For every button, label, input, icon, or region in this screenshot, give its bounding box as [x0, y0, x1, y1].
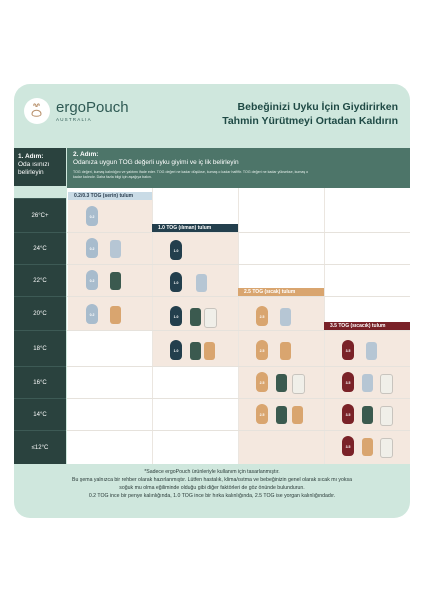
- grid-hline: [67, 232, 410, 233]
- grid-hline: [67, 430, 410, 431]
- step1-line2: belirleyin: [18, 169, 44, 176]
- footnote-line2: Bu şema yalnızca bir rehber olarak hazır…: [72, 477, 352, 483]
- temp-row-14: 14°C: [14, 398, 66, 430]
- step1-line1: Oda ısınızı: [18, 161, 50, 168]
- grid-vline: [152, 188, 153, 464]
- footnote-line3: soğuk mu olma eğiliminde olduğu gibi diğ…: [119, 485, 305, 491]
- band-label-02: 0.2/0.3 TOG (serin) tulum: [68, 192, 152, 200]
- onesie-icon: [366, 342, 377, 360]
- grid-hline: [67, 264, 410, 265]
- onesie-icon: [362, 406, 373, 424]
- onesie-icon: [280, 342, 291, 360]
- sleep-sack-1.0-icon: 1.0: [170, 306, 182, 326]
- onesie-icon: [276, 406, 287, 424]
- sleep-sack-2.5-icon: 2.5: [256, 340, 268, 360]
- sleep-sack-2.5-icon: 2.5: [256, 404, 268, 424]
- sack-label: 0.2: [89, 279, 95, 283]
- grid-hline: [67, 398, 410, 399]
- step1-title: 1. Adım:: [18, 153, 44, 160]
- sleep-sack-1.0-icon: 1.0: [170, 340, 182, 360]
- sleep-sack-0.2-icon: 0.2: [86, 238, 98, 258]
- band-label-35: 3.5 TOG (sıcacık) tulum: [324, 322, 410, 330]
- temp-row-22: 22°C: [14, 264, 66, 296]
- onesie-icon: [196, 274, 207, 292]
- bodysuit-icon: [292, 374, 305, 394]
- grid-vline: [238, 188, 239, 464]
- brand-bold: Pouch: [86, 99, 129, 116]
- onesie-icon: [190, 308, 201, 326]
- step1-header: 1. Adım: Oda ısınızı belirleyin: [14, 148, 66, 186]
- onesie-icon: [276, 374, 287, 392]
- sleep-sack-1.0-icon: 1.0: [170, 272, 182, 292]
- step2-desc1: TOG değeri, kumaş kalınlığını ve yalıtım…: [73, 170, 309, 174]
- grid-hline: [67, 296, 410, 297]
- sack-label: 1.0: [173, 281, 179, 285]
- bodysuit-icon: [110, 240, 121, 258]
- sack-label: 0.2: [89, 313, 95, 317]
- bodysuit-icon: [380, 438, 393, 458]
- grid-hline: [67, 366, 410, 367]
- temp-row-24: 24°C: [14, 232, 66, 264]
- sleep-sack-1.0-icon: 1.0: [170, 240, 182, 260]
- sack-label: 3.5: [345, 445, 351, 449]
- sleep-sack-0.2-icon: 0.2: [86, 270, 98, 290]
- step2-header: 2. Adım: Odanıza uygun TOG değerli uyku …: [67, 148, 410, 168]
- onesie-icon: [362, 438, 373, 456]
- step2-desc2: kadar kalındır. Daha fazla bilgi için aş…: [73, 174, 152, 179]
- temp-row-12: ≤12°C: [14, 430, 66, 464]
- brand-logo: ergoPouch AUSTRALIA: [24, 98, 129, 124]
- sack-label: 3.5: [345, 349, 351, 353]
- bodysuit-icon: [204, 308, 217, 328]
- onesie-icon: [190, 342, 201, 360]
- sleep-sack-0.2-icon: 0.2: [86, 206, 98, 226]
- temp-row-20: 20°C: [14, 296, 66, 330]
- brand-light: ergo: [56, 99, 87, 116]
- temp-row-18: 18°C: [14, 330, 66, 366]
- step2-title: 2. Adım:: [73, 151, 99, 158]
- bodysuit-icon: [380, 406, 393, 426]
- sack-label: 3.5: [345, 381, 351, 385]
- bodysuit-icon: [380, 374, 393, 394]
- sleep-sack-0.2-icon: 0.2: [86, 304, 98, 324]
- grid-hline: [67, 330, 410, 331]
- headline: Bebeğinizi Uyku İçin Giydirirken Tahmin …: [222, 100, 398, 128]
- headline-line2: Tahmin Yürütmeyi Ortadan Kaldırın: [222, 115, 398, 127]
- bodysuit-icon: [204, 342, 215, 360]
- footnote: *Sadece ergoPouch ürünleriyle kullanım i…: [14, 468, 410, 500]
- sack-label: 1.0: [173, 349, 179, 353]
- sleep-sack-3.5-icon: 3.5: [342, 436, 354, 456]
- band-label-10: 1.0 TOG (ılıman) tulum: [152, 224, 238, 232]
- sack-label: 1.0: [173, 315, 179, 319]
- bunny-icon: [24, 98, 50, 124]
- sleep-sack-3.5-icon: 3.5: [342, 404, 354, 424]
- footnote-line1: *Sadece ergoPouch ürünleriyle kullanım i…: [144, 469, 280, 475]
- sack-label: 2.5: [259, 413, 265, 417]
- headline-line1: Bebeğinizi Uyku İçin Giydirirken: [237, 101, 398, 113]
- step2-description: TOG değeri, kumaş kalınlığını ve yalıtım…: [67, 168, 410, 188]
- footnote-line4: 0.2 TOG ince bir penye kalınlığında, 1.0…: [88, 493, 336, 499]
- sack-label: 0.2: [89, 247, 95, 251]
- sack-label: 2.5: [259, 315, 265, 319]
- onesie-icon: [110, 306, 121, 324]
- sleep-sack-2.5-icon: 2.5: [256, 372, 268, 392]
- brand-sub: AUSTRALIA: [56, 117, 92, 122]
- sack-label: 3.5: [345, 413, 351, 417]
- band-label-25: 2.5 TOG (sıcak) tulum: [238, 288, 324, 296]
- temp-row-26: 26°C+: [14, 198, 66, 232]
- sack-label: 1.0: [173, 249, 179, 253]
- onesie-icon: [280, 308, 291, 326]
- onesie-icon: [110, 272, 121, 290]
- step2-subtitle: Odanıza uygun TOG değerli uyku giyimi ve…: [73, 158, 239, 166]
- sack-label: 2.5: [259, 349, 265, 353]
- sleep-sack-2.5-icon: 2.5: [256, 306, 268, 326]
- sleep-sack-3.5-icon: 3.5: [342, 372, 354, 392]
- bodysuit-icon: [292, 406, 303, 424]
- sack-label: 0.2: [89, 215, 95, 219]
- sack-label: 2.5: [259, 381, 265, 385]
- sleep-sack-3.5-icon: 3.5: [342, 340, 354, 360]
- temp-row-16: 16°C: [14, 366, 66, 398]
- onesie-icon: [362, 374, 373, 392]
